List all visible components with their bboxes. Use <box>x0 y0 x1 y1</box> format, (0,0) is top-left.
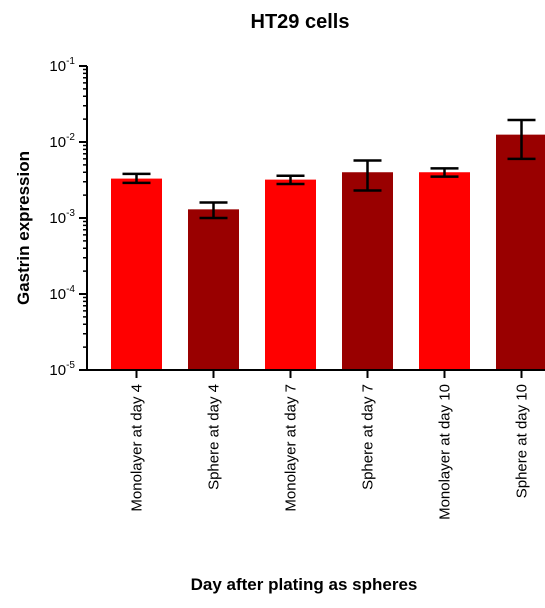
bar <box>188 209 239 370</box>
chart-title: HT29 cells <box>251 11 350 33</box>
x-tick-label: Monolayer at day 10 <box>437 384 454 520</box>
x-tick-label: Sphere at day 10 <box>514 384 531 498</box>
y-axis-label: Gastrin expression <box>14 151 33 305</box>
bar <box>496 134 545 370</box>
y-tick-label: 10-2 <box>49 132 75 151</box>
bar <box>419 172 470 370</box>
x-tick-label: Monolayer at day 4 <box>129 384 146 512</box>
y-tick-label: 10-3 <box>49 208 75 227</box>
y-tick-label: 10-5 <box>49 360 75 379</box>
bar <box>111 178 162 370</box>
plot-area: 10-1 10-2 10-3 10-4 10-5 Monolayer at day 4 Sp… <box>49 56 545 520</box>
bar <box>265 179 316 370</box>
x-tick-label: Sphere at day 4 <box>206 384 223 490</box>
y-tick-label: 10-1 <box>49 56 75 75</box>
bar <box>342 172 393 370</box>
x-tick-label: Sphere at day 7 <box>360 384 377 490</box>
x-axis-label: Day after plating as spheres <box>191 575 418 594</box>
y-tick-label: 10-4 <box>49 284 75 303</box>
x-tick-label: Monolayer at day 7 <box>283 384 300 512</box>
